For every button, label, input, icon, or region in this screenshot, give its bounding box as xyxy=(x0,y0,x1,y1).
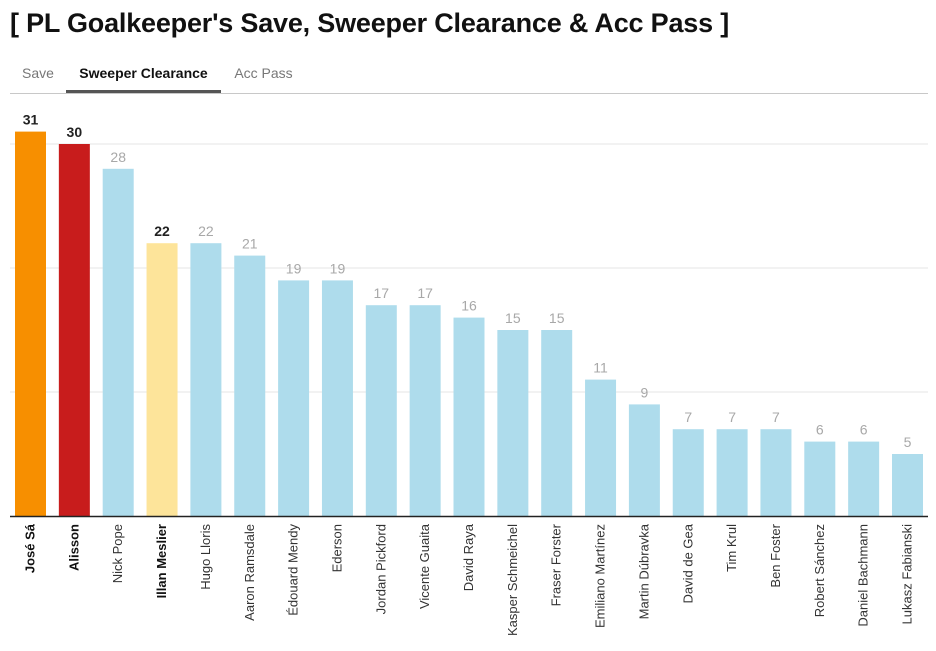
data-label: 6 xyxy=(860,422,868,438)
data-label: 17 xyxy=(417,285,433,301)
data-label: 19 xyxy=(286,260,302,276)
bar[interactable] xyxy=(409,305,441,516)
bar[interactable] xyxy=(146,243,178,516)
category-label: Ederson xyxy=(329,524,344,572)
bar[interactable] xyxy=(234,255,266,516)
category-label: Lukasz Fabianski xyxy=(900,524,915,625)
bar[interactable] xyxy=(453,317,485,516)
category-label: Illan Meslier xyxy=(154,524,169,598)
bar[interactable] xyxy=(58,144,90,516)
data-label: 31 xyxy=(23,112,39,128)
bar-chart: 31 José Sá 30 Alisson 28 Nick Pope 22 Illan Mes… xyxy=(10,112,928,636)
tab-acc-pass[interactable]: Acc Pass xyxy=(234,65,293,81)
bar[interactable] xyxy=(716,429,748,516)
category-label: Hugo Lloris xyxy=(198,524,213,590)
data-label: 7 xyxy=(684,409,692,425)
category-label: David Raya xyxy=(461,523,476,591)
data-label: 7 xyxy=(772,409,780,425)
category-label: Vicente Guaita xyxy=(417,523,432,609)
category-label: Kasper Schmeichel xyxy=(505,524,520,636)
category-label: Alisson xyxy=(66,524,81,571)
tab-bar: Save Sweeper Clearance Acc Pass xyxy=(10,56,928,94)
bar[interactable] xyxy=(628,404,660,516)
data-label: 15 xyxy=(549,310,565,326)
bar[interactable] xyxy=(497,330,529,516)
bar[interactable] xyxy=(541,330,573,516)
category-label: David de Gea xyxy=(680,523,695,603)
category-label: Aaron Ramsdale xyxy=(242,524,257,621)
bar[interactable] xyxy=(365,305,397,516)
bar[interactable] xyxy=(190,243,222,516)
tab-sweeper-clearance[interactable]: Sweeper Clearance xyxy=(66,56,221,93)
chart-title: [ PL Goalkeeper's Save, Sweeper Clearanc… xyxy=(10,8,730,38)
category-label: Édouard Mendy xyxy=(286,524,301,616)
data-label: 16 xyxy=(461,298,477,314)
data-label: 7 xyxy=(728,409,736,425)
data-label: 9 xyxy=(641,384,649,400)
bar[interactable] xyxy=(321,280,353,516)
bar[interactable] xyxy=(760,429,792,516)
category-label: Emiliano Martínez xyxy=(593,524,608,628)
data-label: 21 xyxy=(242,236,258,252)
category-label: Fraser Forster xyxy=(549,523,564,606)
data-label: 30 xyxy=(67,124,83,140)
category-label: Martin Dúbravka xyxy=(636,523,651,619)
tab-save[interactable]: Save xyxy=(22,65,54,81)
category-label: Ben Foster xyxy=(768,523,783,587)
data-label: 11 xyxy=(593,360,608,376)
category-label: Daniel Bachmann xyxy=(856,524,871,627)
bar[interactable] xyxy=(804,441,836,516)
data-label: 22 xyxy=(154,223,170,239)
bar[interactable] xyxy=(15,131,46,516)
category-label: Robert Sánchez xyxy=(812,524,827,617)
category-label: Nick Pope xyxy=(110,524,125,583)
data-label: 15 xyxy=(505,310,521,326)
data-label: 22 xyxy=(198,223,214,239)
data-label: 17 xyxy=(374,285,390,301)
bar[interactable] xyxy=(672,429,704,516)
bar[interactable] xyxy=(102,168,134,517)
category-label: José Sá xyxy=(23,523,38,573)
bar[interactable] xyxy=(585,379,617,516)
bar[interactable] xyxy=(892,454,923,516)
category-label: Tim Krul xyxy=(724,524,739,572)
data-label: 6 xyxy=(816,422,824,438)
data-label: 28 xyxy=(110,149,126,165)
category-label: Jordan Pickford xyxy=(373,524,388,614)
bar[interactable] xyxy=(848,441,880,516)
bar[interactable] xyxy=(278,280,310,516)
data-label: 5 xyxy=(904,434,912,450)
data-label: 19 xyxy=(330,260,346,276)
